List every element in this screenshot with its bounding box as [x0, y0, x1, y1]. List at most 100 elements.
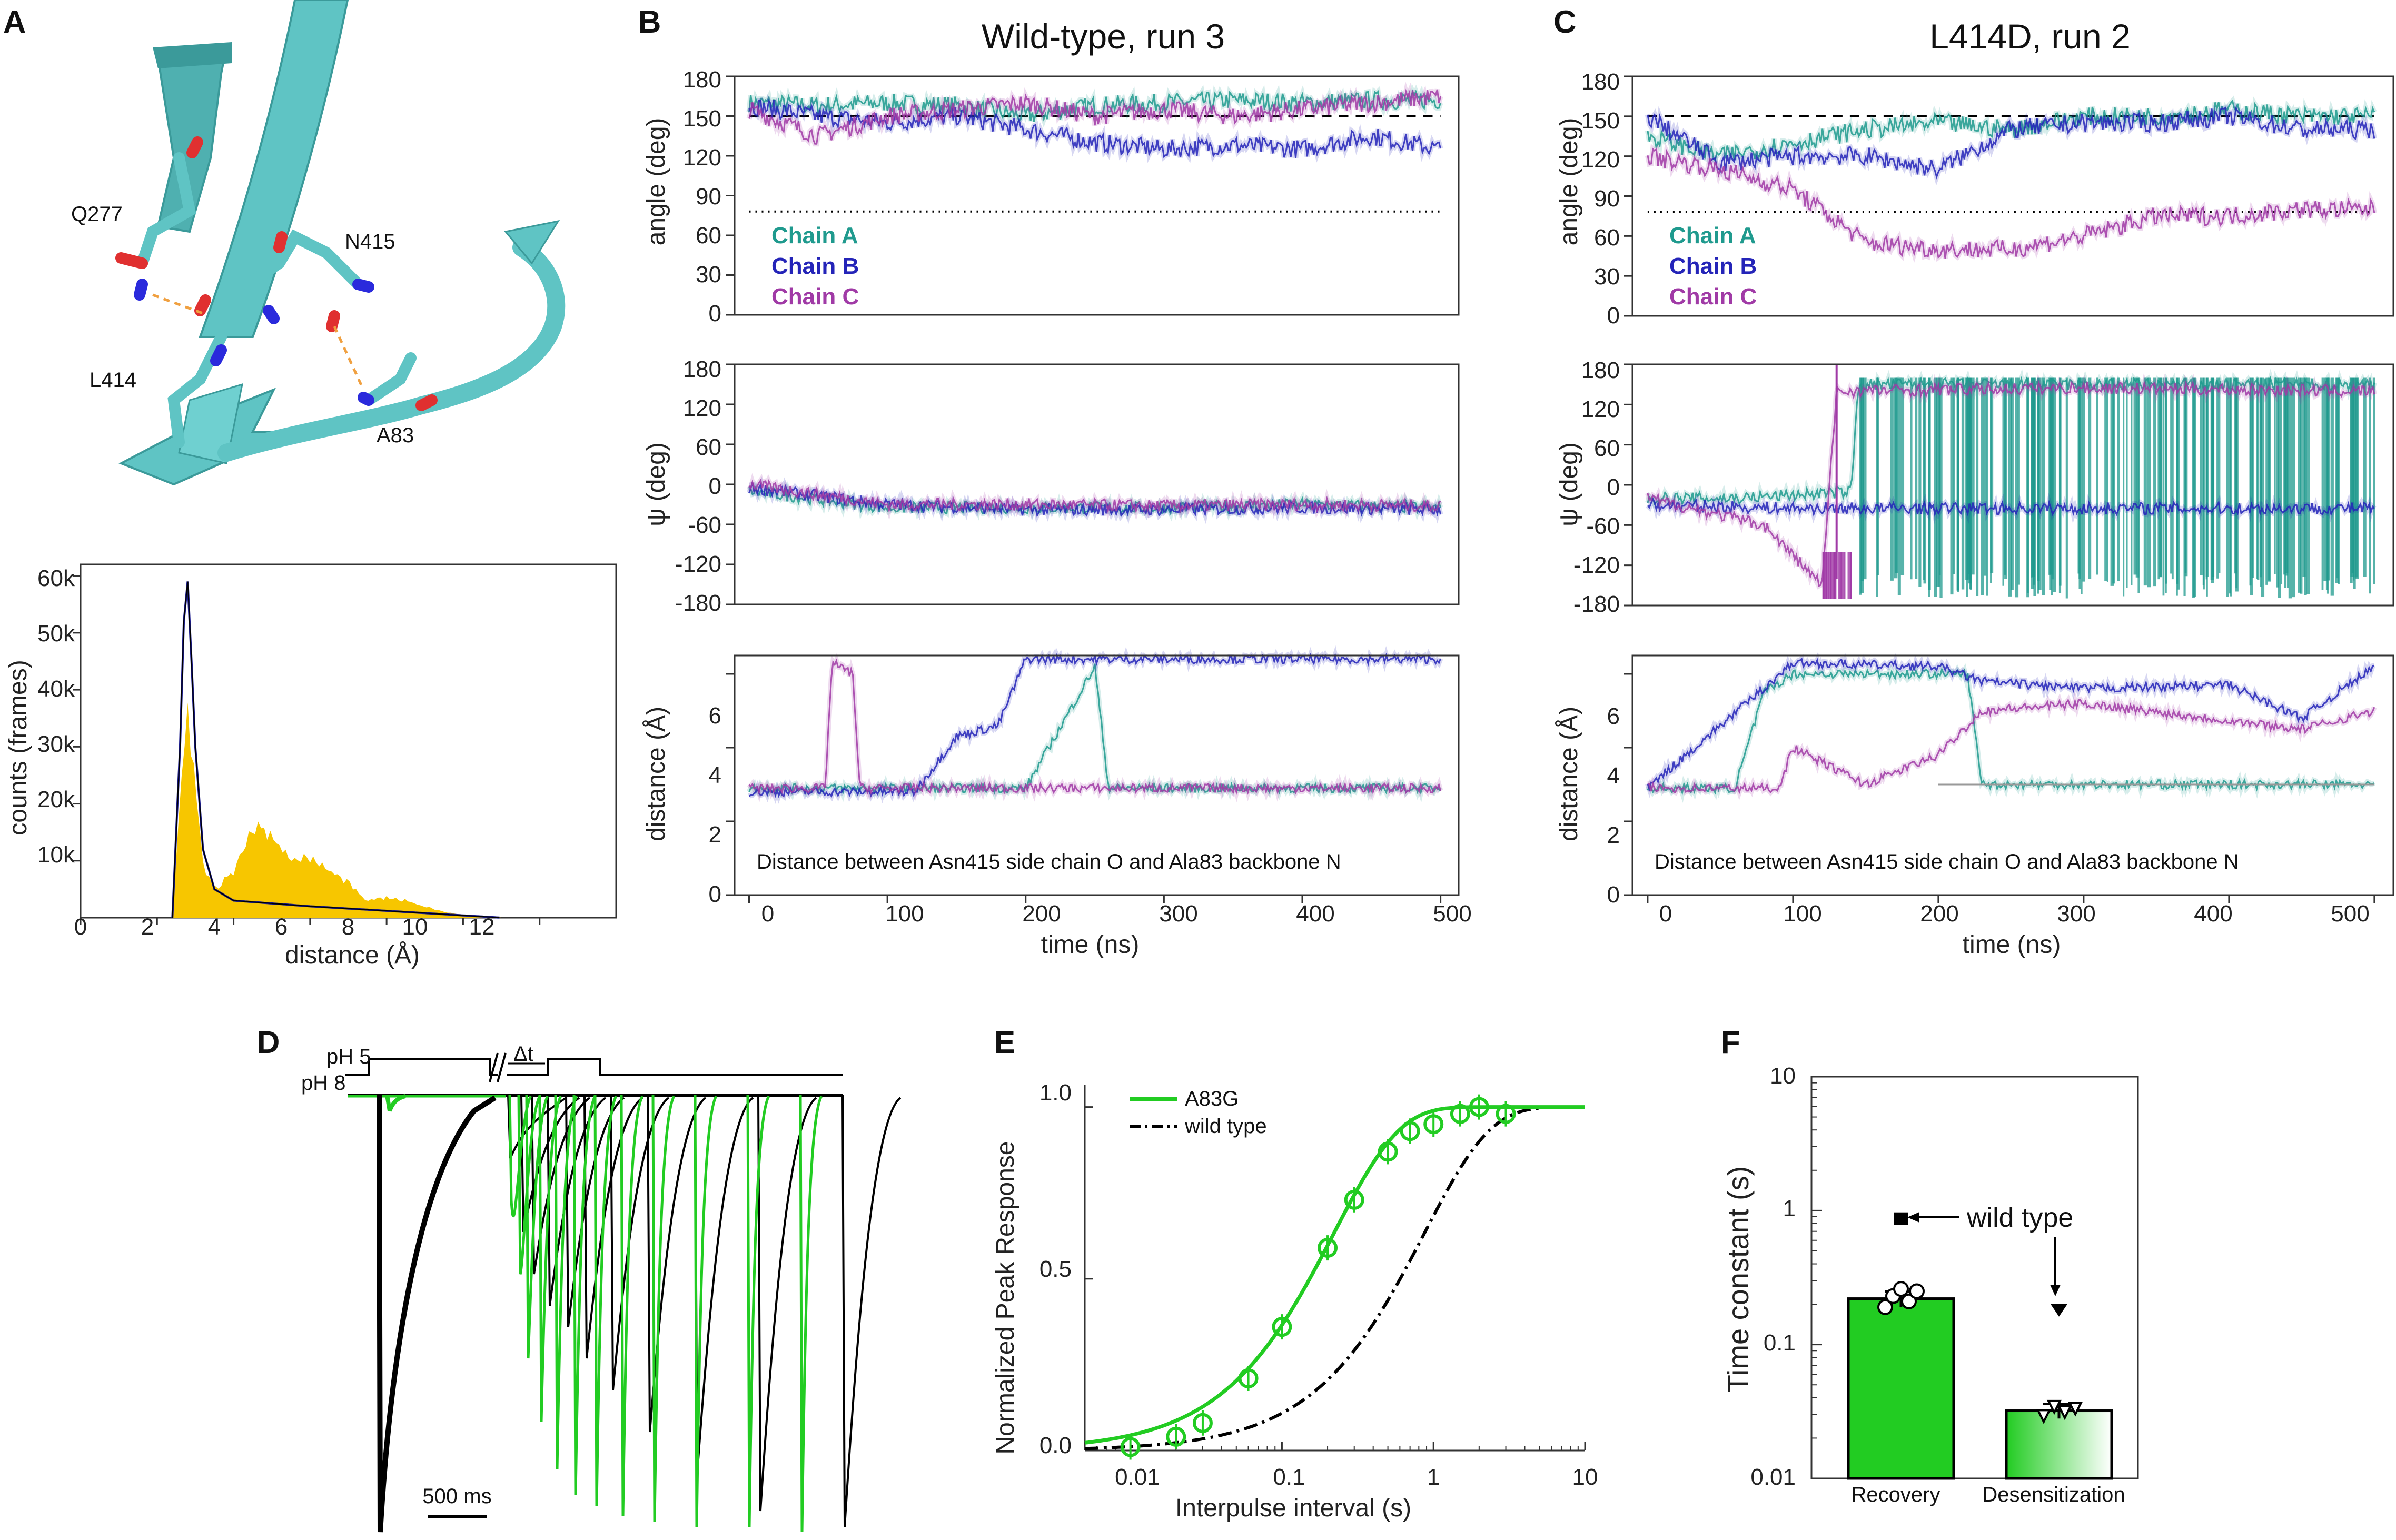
- tick: 2: [1607, 822, 1620, 848]
- f-point: [2067, 1402, 2083, 1417]
- series-line-chain-b: [1647, 498, 2375, 518]
- tick: 6: [1607, 703, 1620, 729]
- c-md-annotation: Distance between Asn415 side chain O and…: [1655, 850, 2239, 873]
- b-xticks: 0 100 200 300 400 500: [761, 901, 1472, 927]
- protocol-line-2: [507, 1058, 843, 1076]
- test-pulse-a83g: [746, 1095, 770, 1527]
- f-wild-type-marker: [2051, 1304, 2067, 1317]
- tick: 400: [2194, 901, 2232, 927]
- label-a83: A83: [377, 424, 414, 447]
- e-xlabel: Interpulse interval (s): [1175, 1494, 1411, 1522]
- hist-frame: [80, 563, 617, 919]
- f-point: [2057, 1405, 2073, 1420]
- tick: 4: [709, 762, 721, 788]
- hist-xlabel: distance (Å): [285, 941, 420, 969]
- tick: -180: [675, 590, 721, 616]
- panel-label-e: E: [994, 1025, 1015, 1060]
- tick: 0: [709, 881, 721, 907]
- label-n415: N415: [345, 230, 395, 253]
- b-dist-ylabel: distance (Å): [642, 707, 670, 841]
- test-pulse-a83g: [620, 1095, 644, 1517]
- tick: -120: [1573, 552, 1620, 578]
- b-angle-ylabel: angle (deg): [642, 118, 670, 246]
- f-arrowhead-1: [1907, 1212, 1919, 1223]
- test-pulse-a83g: [554, 1095, 578, 1469]
- scale-bar-label: 500 ms: [422, 1485, 491, 1508]
- e-legend-wild: wild type: [1184, 1115, 1267, 1138]
- tick: 90: [1594, 186, 1620, 212]
- panel-d-traces: [348, 1094, 902, 1533]
- panel-c-traces: [1624, 75, 2394, 903]
- tick: 500: [2331, 901, 2369, 927]
- b-md-annotation: Distance between Asn415 side chain O and…: [757, 850, 1341, 873]
- series-line-chain-c: [748, 658, 1442, 796]
- series-line-chain-c: [1647, 380, 2375, 587]
- f-point: [2046, 1399, 2062, 1415]
- e-curve-a83g: [1084, 1105, 1585, 1445]
- tick: 1: [1427, 1464, 1440, 1490]
- test-pulse-a83g: [651, 1095, 676, 1522]
- tick: 0: [1607, 303, 1620, 329]
- title-c: L414D, run 2: [1929, 17, 2131, 56]
- tick: 30: [1594, 264, 1620, 290]
- hist-ytick: 20k: [37, 787, 75, 812]
- tick: 60: [696, 434, 721, 460]
- f-bar-desensitization: [2005, 1409, 2113, 1480]
- c-legend-chain-a: Chain A: [1669, 223, 1756, 249]
- f-point: [2036, 1409, 2052, 1424]
- structure-illustration: [115, 0, 566, 486]
- series-line-chain-c: [748, 88, 1442, 145]
- test-pulse-a83g: [525, 1095, 549, 1359]
- f-arrowhead-2: [2050, 1285, 2061, 1296]
- series-line-chain-b: [748, 98, 1442, 158]
- title-b: Wild-type, run 3: [982, 17, 1225, 56]
- tick: 200: [1022, 901, 1061, 927]
- tick: 120: [683, 395, 721, 421]
- e-xticks: 0.01 0.1 1 10: [1115, 1464, 1598, 1490]
- tick: 120: [1581, 147, 1620, 173]
- series-line-chain-c: [748, 478, 1441, 514]
- hist-xtick: 0: [74, 914, 87, 940]
- tick: -120: [675, 551, 721, 577]
- label-delta-t: Δt: [513, 1042, 533, 1066]
- series-line-chain-c: [1647, 698, 2375, 794]
- label-ph8: pH 8: [301, 1071, 346, 1095]
- b-legend-chain-b: Chain B: [771, 253, 859, 279]
- tick: 2: [709, 822, 721, 848]
- test-pulse-wild: [757, 1095, 817, 1512]
- e-ylabel: Normalized Peak Response: [992, 1141, 1019, 1455]
- c-dist-ylabel: distance (Å): [1555, 707, 1583, 841]
- test-pulse-wild: [583, 1095, 643, 1359]
- c-psi-ylabel: ψ (deg): [1555, 442, 1583, 526]
- b-psi-ylabel: ψ (deg): [642, 442, 670, 526]
- f-wild-type-marker: [1894, 1212, 1908, 1225]
- hist-ytick: 30k: [37, 731, 75, 757]
- test-pulse-wild: [610, 1095, 670, 1390]
- tick: 100: [1783, 901, 1821, 927]
- panel-label-f: F: [1721, 1025, 1740, 1060]
- tick: 150: [683, 106, 721, 132]
- f-ylabel: Time constant (s): [1721, 1166, 1755, 1393]
- hist-ytick: 50k: [37, 621, 75, 647]
- tick: 0.5: [1039, 1256, 1072, 1282]
- c-angle-yticks: 0 30 60 90 120 150 180: [1581, 69, 1620, 329]
- panel-label-c: C: [1553, 4, 1576, 39]
- f-wild-type-label: wild type: [1966, 1203, 2073, 1233]
- tick: 0: [761, 901, 774, 927]
- f-point: [1909, 1283, 1925, 1299]
- series-noise-chain-b: [1645, 101, 2377, 186]
- b-angle-yticks: 0 30 60 90 120 150 180: [683, 67, 721, 326]
- conditioning-trace-a83g: [385, 1094, 406, 1112]
- tick: 0: [709, 301, 721, 326]
- plot-frame: [1631, 654, 2394, 896]
- tick: 0.1: [1764, 1330, 1796, 1356]
- f-point: [1877, 1299, 1893, 1315]
- histogram-axes: [73, 563, 617, 925]
- series-line-chain-b: [1647, 106, 2375, 180]
- tick: 300: [1159, 901, 1197, 927]
- tick: 60: [1594, 435, 1620, 461]
- tick: 6: [709, 703, 721, 729]
- tick: 60: [1594, 225, 1620, 251]
- plot-frame: [734, 363, 1460, 605]
